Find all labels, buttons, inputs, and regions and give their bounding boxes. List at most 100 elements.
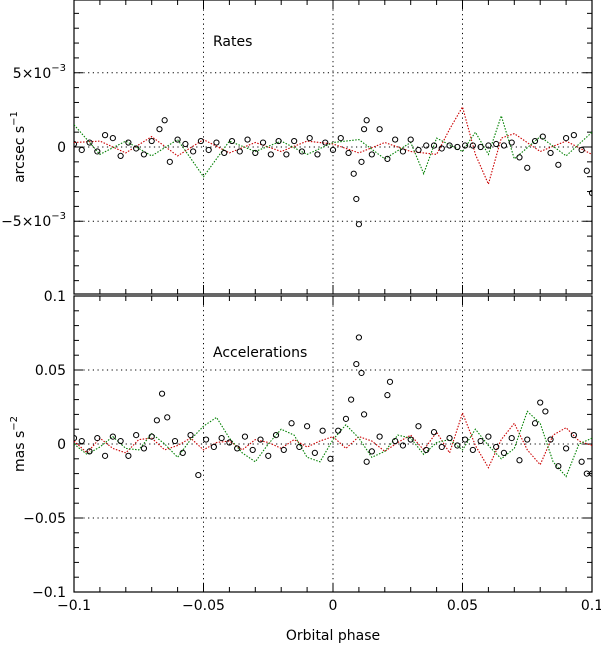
rates-data-point: [259, 139, 267, 146]
accel-data-point: [360, 411, 368, 418]
rates-data-point: [345, 149, 352, 157]
accel-data-point: [74, 434, 78, 442]
rates-data-point: [583, 167, 590, 174]
rates-data-point: [392, 136, 399, 143]
rates-data-point: [516, 154, 523, 161]
accel-data-point: [265, 452, 272, 459]
accel-data-point: [218, 434, 225, 442]
rates-data-point: [477, 143, 484, 151]
accel-data-point: [461, 436, 469, 443]
rates-data-point: [148, 137, 155, 145]
accel-data-point: [327, 455, 334, 462]
accel-data-point: [226, 439, 233, 446]
accel-data-point: [311, 449, 318, 456]
accel-data-point: [179, 449, 186, 456]
rates-data-point: [78, 146, 85, 154]
accel-data-point: [407, 436, 414, 443]
accel-y-tick-label: −0.1: [32, 585, 66, 601]
accel-data-point: [438, 443, 445, 451]
accel-y-tick-label: 0: [57, 437, 66, 453]
accel-data-point: [353, 360, 360, 368]
rates-y-tick-label: −5×10−3: [1, 211, 66, 230]
rates-data-point: [291, 137, 298, 145]
rates-data-point: [117, 152, 124, 160]
rates-data-point: [423, 142, 430, 149]
rates-data-point: [140, 151, 148, 158]
rates-data-point: [228, 137, 236, 145]
rates-data-point: [493, 140, 500, 148]
accel-data-point: [493, 443, 500, 451]
accel-data-point: [249, 446, 256, 454]
rates-data-point: [190, 148, 197, 155]
rates-data-point: [430, 142, 438, 149]
accel-data-point: [368, 448, 375, 455]
accel-data-point: [542, 408, 549, 415]
accel-data-point: [358, 369, 365, 377]
accel-data-point: [570, 432, 577, 439]
rates-data-point: [461, 142, 469, 149]
accel-data-point: [454, 442, 461, 449]
rates-data-point: [267, 151, 274, 158]
rates-data-point: [337, 134, 344, 142]
accel-data-point: [117, 437, 124, 445]
accel-data-point: [500, 449, 508, 456]
accel-data-point: [158, 390, 166, 397]
accel-data-point: [171, 437, 179, 445]
accel-data-point: [547, 436, 554, 443]
accel-data-point: [516, 457, 523, 464]
rates-data-point: [485, 142, 492, 149]
accel-data-point: [319, 427, 326, 434]
accel-data-point: [241, 433, 249, 440]
rates-data-point: [358, 158, 365, 165]
accel-data-point: [392, 437, 399, 445]
accel-data-point: [195, 471, 202, 479]
rates-data-point: [547, 149, 554, 157]
rates-data-point: [500, 142, 508, 149]
rates-series-2-line: [74, 113, 592, 178]
rates-data-point: [133, 145, 140, 152]
rates-y-tick-label: 0: [57, 140, 66, 156]
rates-data-point: [355, 221, 362, 228]
accel-x-tick-label: 0.05: [447, 598, 478, 614]
accel-x-tick-label: 0: [329, 598, 338, 614]
accel-data-point: [477, 437, 484, 445]
rates-data-point: [363, 117, 370, 124]
rates-data-point: [101, 132, 109, 139]
rates-data-point: [205, 146, 212, 154]
accel-data-point: [531, 420, 539, 427]
accel-data-point: [86, 448, 93, 455]
accel-data-point: [563, 445, 570, 452]
rates-data-point: [298, 148, 306, 155]
rates-data-point: [469, 142, 476, 149]
rates-data-point: [306, 134, 313, 142]
accel-data-point: [202, 436, 210, 443]
rates-data-point: [197, 137, 205, 145]
accel-data-point: [430, 429, 438, 436]
rates-y-tick-label: 5×10−3: [13, 63, 66, 82]
accel-x-tick-label: −0.05: [182, 598, 225, 614]
rates-data-point: [174, 136, 181, 143]
rates-data-point: [350, 170, 357, 177]
accel-data-point: [94, 434, 101, 442]
rates-data-point: [360, 126, 368, 133]
rates-data-point: [415, 146, 422, 154]
accel-data-point: [78, 437, 85, 445]
rates-data-point: [221, 149, 228, 157]
accel-data-point: [304, 423, 311, 430]
rates-data-point: [156, 126, 163, 133]
rates-data-point: [275, 137, 282, 145]
accel-data-point: [288, 420, 295, 427]
rates-data-point: [570, 132, 577, 139]
accel-data-point: [133, 432, 140, 439]
accel-data-point: [469, 446, 476, 454]
accel-y-tick-label: 0.05: [35, 363, 66, 379]
rates-data-point: [454, 143, 461, 151]
rates-data-point: [588, 189, 592, 197]
rates-data-point: [438, 145, 445, 152]
accel-data-point: [355, 334, 362, 341]
accel-data-point: [101, 452, 109, 459]
accel-data-point: [153, 417, 160, 424]
accel-y-axis-label: mas s−2: [9, 416, 28, 472]
accel-data-point: [423, 446, 430, 454]
